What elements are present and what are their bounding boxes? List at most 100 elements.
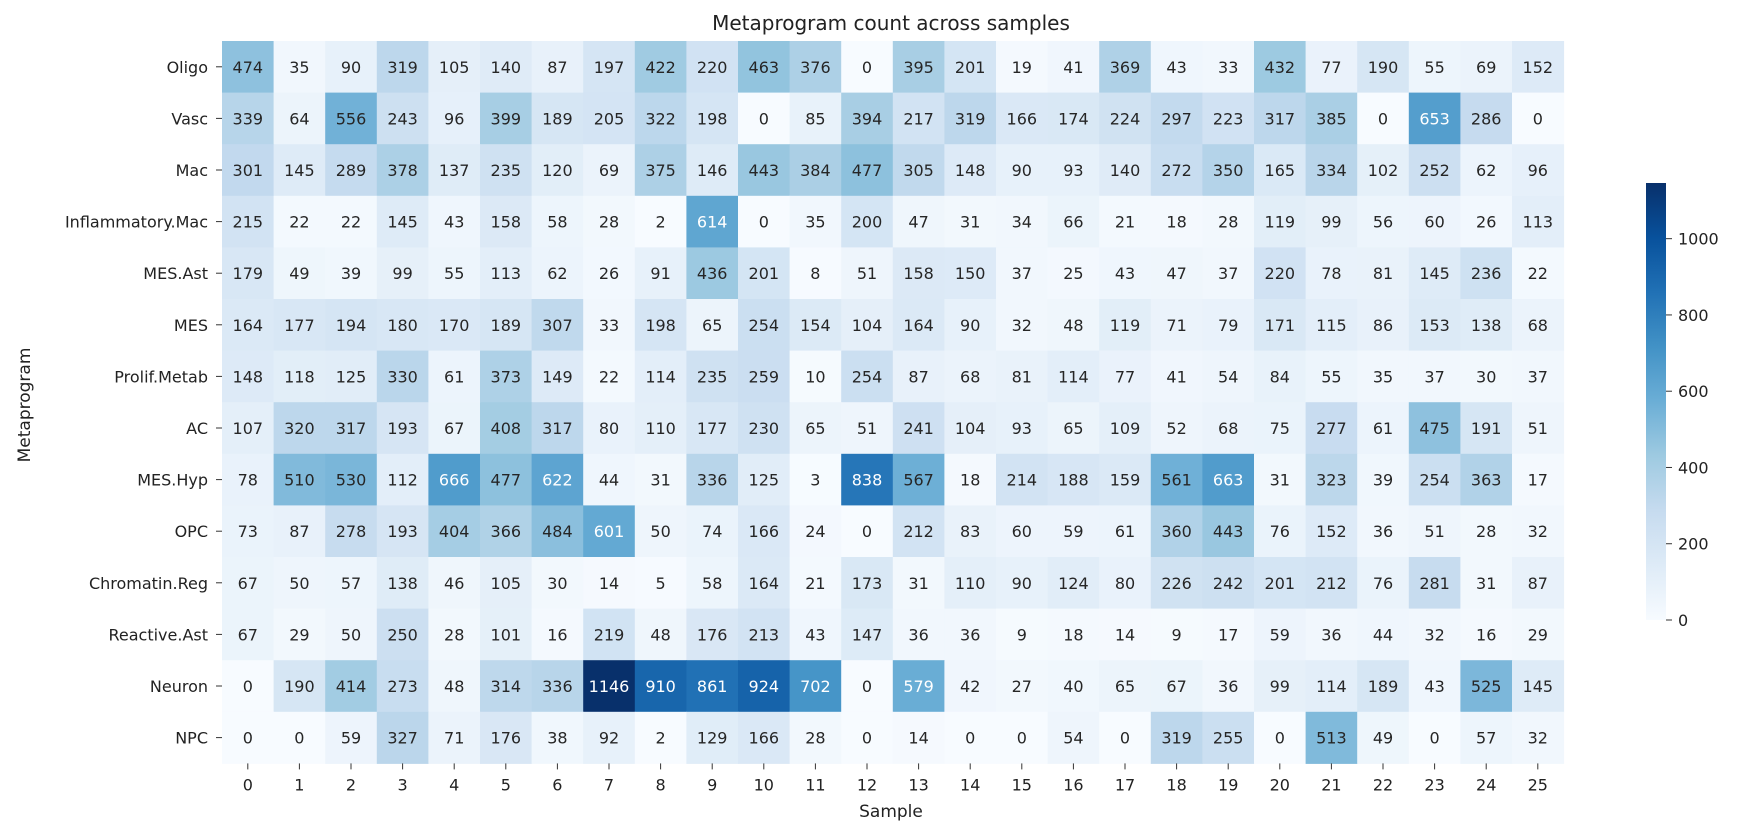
heatmap-cell <box>1254 505 1307 558</box>
heatmap-cell <box>1047 350 1100 403</box>
heatmap-cell <box>1150 402 1203 455</box>
x-tick-label: 5 <box>501 775 511 794</box>
cell-value-label: 2 <box>656 213 666 232</box>
cell-value-label: 0 <box>965 729 975 748</box>
heatmap-cell <box>892 557 945 610</box>
cell-value-label: 235 <box>491 161 522 180</box>
heatmap-cell <box>944 505 997 558</box>
heatmap-cell <box>841 41 894 94</box>
heatmap-cell <box>428 608 481 661</box>
colorbar-tick-label: 800 <box>1678 306 1709 325</box>
cell-value-label: 16 <box>547 625 567 644</box>
heatmap-cell <box>944 299 997 352</box>
heatmap-cell <box>480 660 533 713</box>
cell-value-label: 68 <box>1528 316 1548 335</box>
cell-value-label: 385 <box>1316 109 1347 128</box>
heatmap-cell <box>996 402 1049 455</box>
heatmap-cell <box>428 92 481 145</box>
heatmap-cell <box>789 299 842 352</box>
heatmap-cell <box>738 505 791 558</box>
heatmap-cell <box>1305 608 1358 661</box>
cell-value-label: 212 <box>1316 574 1347 593</box>
cell-value-label: 702 <box>800 677 831 696</box>
cell-value-label: 153 <box>1419 316 1450 335</box>
cell-value-label: 28 <box>1218 213 1238 232</box>
cell-value-label: 190 <box>284 677 315 696</box>
colorbar-tick-label: 600 <box>1678 382 1709 401</box>
cell-value-label: 113 <box>1523 213 1554 232</box>
x-tick-label: 11 <box>805 775 825 794</box>
heatmap-cell <box>1460 92 1513 145</box>
heatmap-cell <box>480 247 533 300</box>
cell-value-label: 69 <box>1476 58 1496 77</box>
x-tick-label: 7 <box>604 775 614 794</box>
cell-value-label: 86 <box>1373 316 1393 335</box>
heatmap-cell <box>1408 505 1461 558</box>
cell-value-label: 96 <box>1528 161 1548 180</box>
heatmap-cell <box>222 41 275 94</box>
cell-value-label: 87 <box>1528 574 1548 593</box>
heatmap-cell <box>1047 608 1100 661</box>
heatmap-cell <box>222 144 275 197</box>
cell-value-label: 99 <box>1321 213 1341 232</box>
heatmap-cell <box>480 557 533 610</box>
cell-value-label: 152 <box>1316 522 1347 541</box>
heatmap-cell <box>892 608 945 661</box>
heatmap-cell <box>376 92 429 145</box>
heatmap-cell <box>325 299 378 352</box>
cell-value-label: 191 <box>1471 419 1502 438</box>
heatmap-cell <box>1408 557 1461 610</box>
heatmap-cell <box>1254 195 1307 248</box>
cell-value-label: 114 <box>1316 677 1347 696</box>
cell-value-label: 17 <box>1218 625 1238 644</box>
heatmap-cell <box>1150 195 1203 248</box>
heatmap-cell <box>325 402 378 455</box>
cell-value-label: 118 <box>284 367 315 386</box>
heatmap-cell <box>634 660 687 713</box>
heatmap-cell <box>738 92 791 145</box>
cell-value-label: 317 <box>1265 109 1296 128</box>
heatmap-cell <box>480 92 533 145</box>
heatmap-cell <box>1512 505 1565 558</box>
cell-value-label: 14 <box>908 729 928 748</box>
heatmap-cell <box>789 247 842 300</box>
cell-value-label: 166 <box>749 729 780 748</box>
cell-value-label: 215 <box>233 213 264 232</box>
heatmap-cell <box>273 350 326 403</box>
cell-value-label: 31 <box>908 574 928 593</box>
heatmap-cell <box>1460 195 1513 248</box>
heatmap-cell <box>892 505 945 558</box>
heatmap-cell <box>686 247 739 300</box>
heatmap-cell <box>376 247 429 300</box>
x-tick-label: 14 <box>960 775 980 794</box>
cell-value-label: 220 <box>1265 264 1296 283</box>
heatmap-cell <box>789 711 842 764</box>
y-tick-label: MES <box>174 316 208 335</box>
cell-value-label: 43 <box>805 625 825 644</box>
heatmap-cell <box>1254 453 1307 506</box>
cell-value-label: 36 <box>1321 625 1341 644</box>
cell-value-label: 236 <box>1471 264 1502 283</box>
cell-value-label: 314 <box>491 677 522 696</box>
y-tick-label: Neuron <box>150 677 208 696</box>
heatmap-cell <box>1460 608 1513 661</box>
cell-value-label: 110 <box>645 419 676 438</box>
cell-value-label: 90 <box>1012 161 1032 180</box>
cell-value-label: 180 <box>387 316 418 335</box>
cell-value-label: 201 <box>1265 574 1296 593</box>
heatmap-cell <box>1460 402 1513 455</box>
heatmap-cell <box>325 711 378 764</box>
cell-value-label: 653 <box>1419 109 1450 128</box>
heatmap-cell <box>222 350 275 403</box>
heatmap-cell <box>944 144 997 197</box>
heatmap-cell <box>325 350 378 403</box>
y-tick-label: Chromatin.Reg <box>89 574 208 593</box>
cell-value-label: 76 <box>1270 522 1290 541</box>
heatmap-cell <box>480 195 533 248</box>
heatmap-cell <box>376 608 429 661</box>
heatmap-cell <box>531 557 584 610</box>
heatmap-cell <box>273 92 326 145</box>
cell-value-label: 68 <box>1218 419 1238 438</box>
heatmap-cell <box>1047 247 1100 300</box>
y-tick-label: MES.Ast <box>143 264 208 283</box>
